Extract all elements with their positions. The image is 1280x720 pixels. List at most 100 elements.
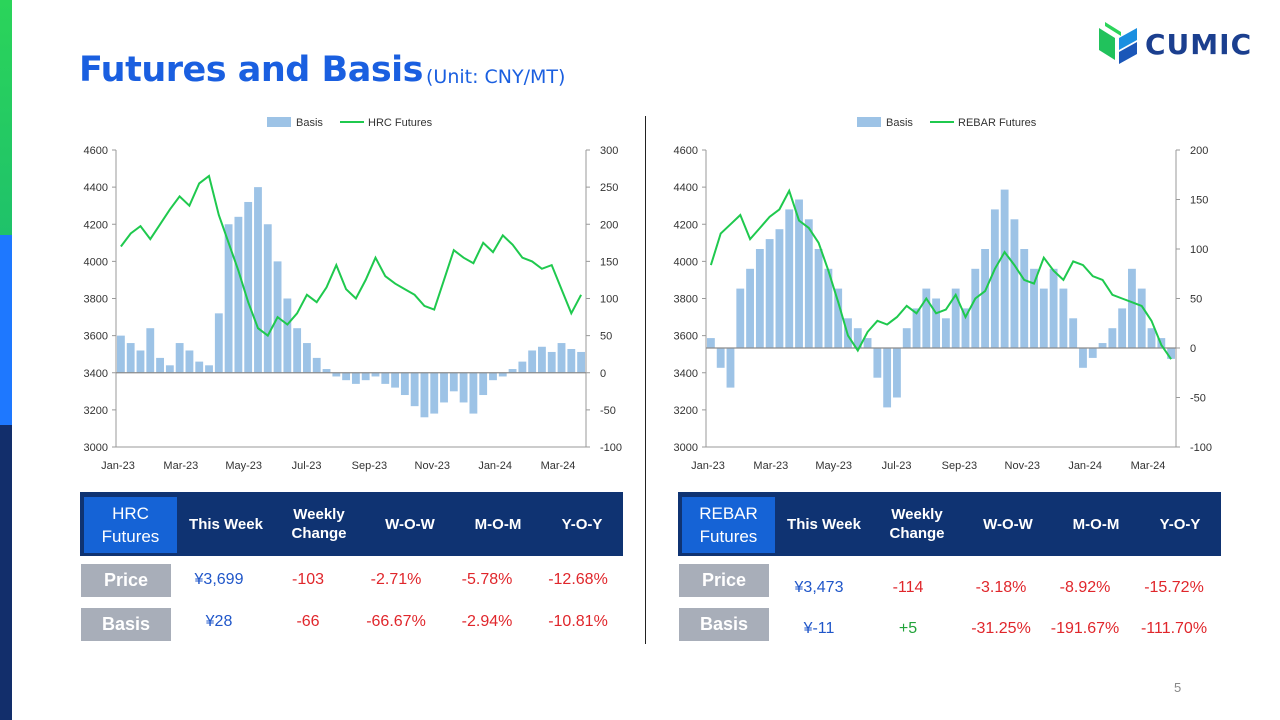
hrc-basis-bar: [391, 372, 399, 388]
rebar-x-tick-label: Mar-23: [753, 460, 788, 472]
rebar-basis-bar: [1030, 268, 1038, 348]
rebar-row-label-basis: Basis: [679, 608, 769, 641]
hrc-basis-bar: [293, 328, 302, 373]
accent-green: [0, 0, 12, 235]
hrc-basis-bar: [224, 224, 233, 373]
rebar-basis-bar: [706, 338, 715, 348]
hrc-chart: 4600 4400 4200 4000 3800 3600 3400 3200 3000 300 2…: [70, 110, 640, 480]
hrc-right-tick-label: 250: [600, 182, 618, 194]
hrc-header-first: HRC Futures: [84, 497, 177, 553]
hrc-left-tick-label: 3600: [84, 331, 108, 343]
rebar-right-tick-label: 50: [1190, 294, 1202, 306]
hrc-left-tick-label: 3400: [84, 368, 108, 380]
hrc-basis-bar: [205, 365, 213, 373]
rebar-basis-bar: [1088, 348, 1097, 358]
rebar-basis-bar: [1069, 318, 1078, 348]
rebar-basis-bar: [746, 268, 754, 348]
accent-blue: [0, 235, 12, 425]
rebar-basis-bar: [834, 288, 843, 348]
rebar-basis-bar: [893, 348, 901, 398]
hrc-basis-bar: [577, 351, 586, 373]
rebar-table-header: REBAR Futures This Week Weekly Change W-O-…: [678, 492, 1221, 556]
hrc-left-tick-label: 4200: [84, 219, 108, 231]
rebar-price-mom: -8.92%: [1059, 579, 1111, 596]
hrc-basis-bar: [165, 365, 174, 373]
rebar-basis-bar: [971, 268, 980, 348]
rebar-left-tick-label: 3600: [674, 331, 698, 343]
rebar-basis-bar: [932, 298, 941, 348]
rebar-right-tick-label: 200: [1190, 145, 1208, 157]
rebar-basis-bar: [1167, 348, 1176, 359]
col-this-week: This Week: [787, 515, 861, 533]
hrc-basis-bar: [283, 298, 292, 373]
rebar-left-tick-label: 4200: [674, 219, 698, 231]
rebar-basis-bar: [765, 239, 774, 348]
rebar-left-tick-label: 3000: [674, 442, 698, 454]
rebar-x-tick-label: Sep-23: [942, 460, 977, 472]
hrc-basis-bar: [430, 372, 439, 414]
hrc-basis-bar: [351, 372, 360, 384]
rebar-basis-bar: [951, 288, 960, 348]
rebar-basis-bar: [1039, 288, 1048, 348]
hrc-basis-bar: [185, 350, 194, 373]
hrc-basis-bar: [312, 357, 321, 373]
hrc-x-tick-label: Jul-23: [292, 460, 322, 472]
rebar-chart: 4600 4400 4200 4000 3800 3600 3400 3200 3000 200 1…: [660, 110, 1230, 480]
rebar-x-tick-label: Mar-24: [1131, 460, 1166, 472]
hrc-left-tick-label: 4400: [84, 182, 108, 194]
rebar-basis-bar: [1098, 343, 1107, 348]
col-yoy: Y-O-Y: [1159, 515, 1201, 533]
rebar-basis-bar: [1010, 219, 1019, 348]
rebar-legend: Basis REBAR Futures: [857, 117, 1037, 129]
logo-text: CUMIC: [1145, 28, 1253, 61]
rebar-basis-mom: -191.67%: [1050, 620, 1120, 637]
hrc-basis-bar: [254, 187, 262, 373]
rebar-legend-basis-swatch: [857, 117, 881, 127]
hrc-x-tick-label: Jan-23: [101, 460, 135, 472]
hrc-basis-bar: [508, 369, 517, 373]
rebar-basis-bar: [1049, 268, 1058, 348]
hrc-legend-basis-swatch: [267, 117, 291, 127]
rebar-right-tick-label: 150: [1190, 195, 1208, 207]
hrc-price-wow: -2.71%: [370, 571, 422, 588]
hrc-basis-bar: [116, 335, 125, 373]
hrc-basis-bar: [440, 372, 448, 403]
rebar-basis-bar: [990, 209, 999, 348]
hrc-basis-bar: [234, 216, 243, 373]
hrc-left-tick-label: 4600: [84, 145, 108, 157]
hrc-basis-bar: [557, 343, 566, 373]
hrc-basis-bar: [410, 372, 419, 407]
rebar-basis-bar: [1118, 308, 1127, 348]
rebar-basis-bar: [981, 249, 989, 348]
hrc-price-this-week: ¥3,699: [194, 571, 244, 588]
hrc-basis-bar: [342, 372, 351, 381]
hrc-x-tick-label: Mar-23: [163, 460, 198, 472]
hrc-basis-bar: [400, 372, 409, 396]
hrc-basis-bar: [538, 346, 546, 373]
rebar-basis-bar: [1079, 348, 1087, 368]
rebar-row-label-price: Price: [679, 564, 769, 597]
rebar-basis-bar: [755, 249, 764, 348]
col-weekly-change: Weekly Change: [889, 506, 945, 542]
rebar-basis-bar: [961, 308, 970, 348]
hrc-left-tick-label: 3200: [84, 405, 108, 417]
hrc-basis-bar: [547, 351, 556, 373]
hrc-right-tick-label: 200: [600, 219, 618, 231]
hrc-row-label-basis: Basis: [81, 608, 171, 641]
hrc-chart-svg: 4600 4400 4200 4000 3800 3600 3400 3200 3000 300 2…: [84, 117, 622, 472]
rebar-chart-svg: 4600 4400 4200 4000 3800 3600 3400 3200 3000 200 1…: [674, 117, 1212, 472]
rebar-price-yoy: -15.72%: [1144, 579, 1204, 596]
rebar-right-tick-label: 100: [1190, 244, 1208, 256]
hrc-x-tick-label: Jan-24: [478, 460, 512, 472]
rebar-left-tick-label: 3800: [674, 294, 698, 306]
hrc-basis-bar: [469, 372, 478, 414]
hrc-basis-bar: [489, 372, 497, 381]
hrc-right-tick-label: -50: [600, 405, 616, 417]
hrc-left-tick-label: 3000: [84, 442, 108, 454]
left-accent-bar: [0, 0, 12, 720]
hrc-left-tick-label: 3800: [84, 294, 108, 306]
rebar-price-wow: -3.18%: [975, 579, 1027, 596]
rebar-left-tick-label: 3200: [674, 405, 698, 417]
hrc-basis-bar: [263, 224, 272, 373]
col-this-week: This Week: [189, 515, 263, 533]
